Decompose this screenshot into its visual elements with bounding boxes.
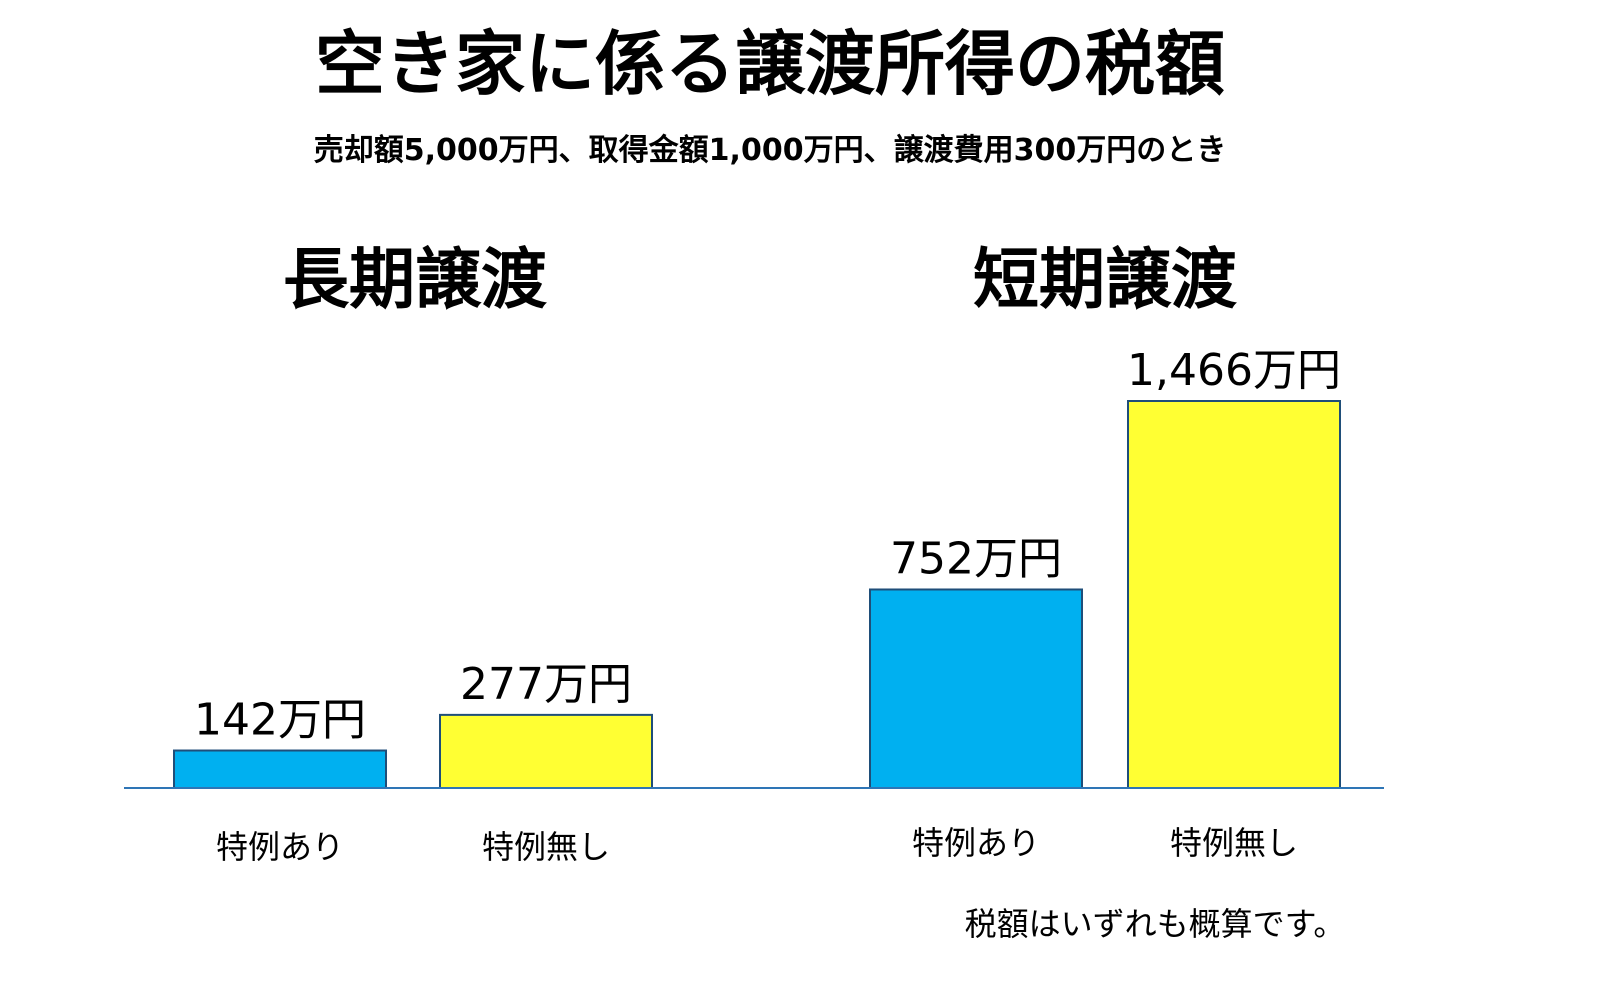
value-label: 277万円 xyxy=(460,659,632,710)
category-label: 特例無し xyxy=(482,828,610,866)
value-label: 142万円 xyxy=(194,695,366,746)
value-label: 752万円 xyxy=(890,533,1062,584)
bar-long-without-special xyxy=(439,713,653,789)
chart-subtitle: 売却額5,000万円、取得金額1,000万円、譲渡費用300万円のとき xyxy=(314,133,1226,168)
bar-long-with-special xyxy=(173,749,387,790)
category-label: 特例あり xyxy=(216,828,344,866)
group-title-long: 長期譲渡 xyxy=(283,241,547,318)
value-label: 1,466万円 xyxy=(1127,345,1341,396)
group-title-short: 短期譲渡 xyxy=(973,241,1237,318)
bar-short-without-special xyxy=(1127,400,1341,789)
bar-short-with-special xyxy=(869,588,1083,789)
chart-title: 空き家に係る譲渡所得の税額 xyxy=(315,23,1225,105)
category-label: 特例あり xyxy=(912,824,1040,862)
footnote: 税額はいずれも概算です。 xyxy=(965,905,1346,943)
category-label: 特例無し xyxy=(1170,824,1298,862)
